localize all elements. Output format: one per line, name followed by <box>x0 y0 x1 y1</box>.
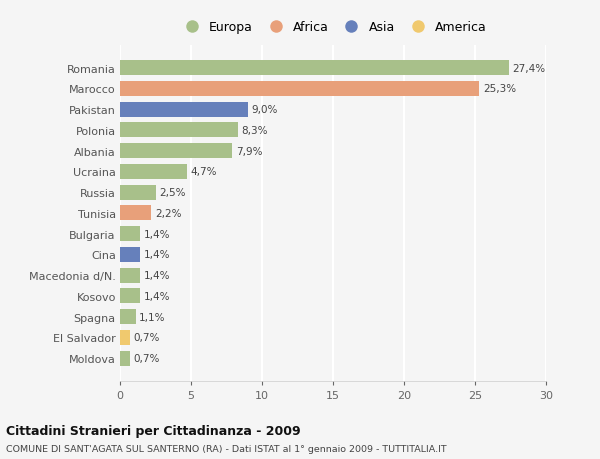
Text: 1,1%: 1,1% <box>139 312 166 322</box>
Text: 1,4%: 1,4% <box>143 270 170 280</box>
Text: 1,4%: 1,4% <box>143 229 170 239</box>
Text: 8,3%: 8,3% <box>241 126 268 136</box>
Text: 25,3%: 25,3% <box>483 84 516 94</box>
Legend: Europa, Africa, Asia, America: Europa, Africa, Asia, America <box>176 19 490 37</box>
Text: COMUNE DI SANT'AGATA SUL SANTERNO (RA) - Dati ISTAT al 1° gennaio 2009 - TUTTITA: COMUNE DI SANT'AGATA SUL SANTERNO (RA) -… <box>6 444 446 453</box>
Text: Cittadini Stranieri per Cittadinanza - 2009: Cittadini Stranieri per Cittadinanza - 2… <box>6 424 301 437</box>
Text: 1,4%: 1,4% <box>143 250 170 260</box>
Text: 27,4%: 27,4% <box>512 64 546 73</box>
Bar <box>120 102 248 118</box>
Bar <box>120 351 130 366</box>
Text: 9,0%: 9,0% <box>251 105 278 115</box>
Bar <box>120 185 155 200</box>
Text: 4,7%: 4,7% <box>190 167 217 177</box>
Bar <box>120 330 130 345</box>
Bar <box>120 144 232 159</box>
Bar <box>120 227 140 241</box>
Bar <box>120 289 140 304</box>
Bar <box>120 82 479 97</box>
Text: 2,2%: 2,2% <box>155 208 181 218</box>
Bar <box>120 123 238 138</box>
Text: 2,5%: 2,5% <box>159 188 185 198</box>
Text: 0,7%: 0,7% <box>133 333 160 342</box>
Bar <box>120 206 151 221</box>
Bar <box>120 61 509 76</box>
Bar <box>120 247 140 262</box>
Bar <box>120 268 140 283</box>
Text: 1,4%: 1,4% <box>143 291 170 301</box>
Bar <box>120 165 187 179</box>
Bar <box>120 309 136 325</box>
Text: 7,9%: 7,9% <box>236 146 262 157</box>
Text: 0,7%: 0,7% <box>133 353 160 363</box>
